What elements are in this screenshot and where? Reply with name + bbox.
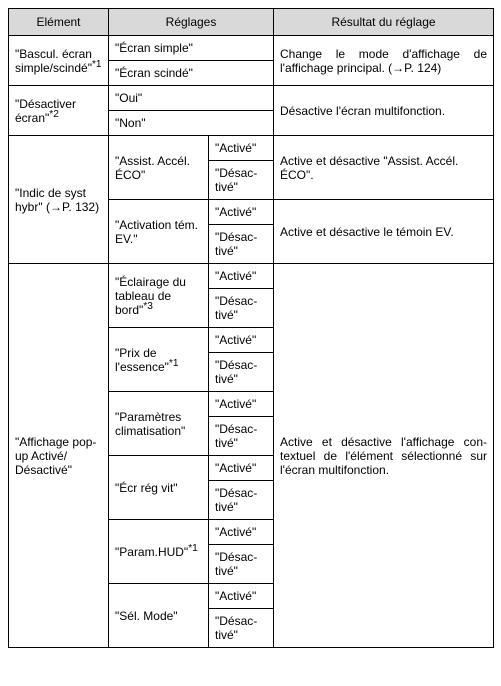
element-text: "Bascul. écran simple/scindé" <box>15 47 92 75</box>
value-cell: "Désac-tivé" <box>209 161 274 200</box>
table-row: "Indic de syst hybr" (→P. 132) "Assist. … <box>9 136 494 161</box>
sub-option-cell: "Éclairage du tableau de bord"*3 <box>109 264 209 328</box>
sub-option-cell: "Assist. Accél. ÉCO" <box>109 136 209 200</box>
result-cell: Change le mode d'affichage de l'affichag… <box>274 36 494 86</box>
value-cell: "Activé" <box>209 520 274 545</box>
footnote-ref: *1 <box>92 59 102 70</box>
arrow-icon: → <box>50 200 62 214</box>
element-text: P. 132) <box>62 200 99 214</box>
option-cell: "Écran simple" <box>109 36 274 61</box>
element-text: "Désactiver écran" <box>15 97 76 125</box>
result-text: Change le mode d'affichage de l'affichag… <box>280 47 487 75</box>
header-reglages: Réglages <box>109 9 274 36</box>
sub-option-cell: "Sél. Mode" <box>109 584 209 648</box>
table-row: "Bascul. écran simple/scindé"*1 "Écran s… <box>9 36 494 61</box>
option-cell: "Écran scindé" <box>109 61 274 86</box>
value-cell: "Activé" <box>209 584 274 609</box>
sub-text: "Param.HUD" <box>115 545 188 559</box>
value-cell: "Désac-tivé" <box>209 353 274 392</box>
value-cell: "Désac-tivé" <box>209 545 274 584</box>
footnote-ref: *1 <box>169 358 179 369</box>
value-cell: "Désac-tivé" <box>209 225 274 264</box>
value-cell: "Activé" <box>209 264 274 289</box>
footnote-ref: *3 <box>143 301 153 312</box>
result-cell: Désactive l'écran multifonction. <box>274 86 494 136</box>
sub-option-cell: "Param.HUD"*1 <box>109 520 209 584</box>
element-cell: "Affichage pop-up Activé/ Désactivé" <box>9 264 109 648</box>
footnote-ref: *1 <box>188 543 198 554</box>
settings-table: Elément Réglages Résultat du réglage "Ba… <box>8 8 494 648</box>
result-cell: Active et désactive l'affichage con-text… <box>274 264 494 648</box>
value-cell: "Activé" <box>209 392 274 417</box>
sub-option-cell: "Paramètres climatisation" <box>109 392 209 456</box>
element-cell: "Désactiver écran"*2 <box>9 86 109 136</box>
value-cell: "Activé" <box>209 456 274 481</box>
table-row: "Affichage pop-up Activé/ Désactivé" "Éc… <box>9 264 494 289</box>
value-cell: "Désac-tivé" <box>209 289 274 328</box>
sub-option-cell: "Prix de l'essence"*1 <box>109 328 209 392</box>
result-text: P. 124) <box>404 61 441 75</box>
element-cell: "Bascul. écran simple/scindé"*1 <box>9 36 109 86</box>
header-resultat: Résultat du réglage <box>274 9 494 36</box>
sub-option-cell: "Écr rég vit" <box>109 456 209 520</box>
value-cell: "Activé" <box>209 328 274 353</box>
header-element: Elément <box>9 9 109 36</box>
element-cell: "Indic de syst hybr" (→P. 132) <box>9 136 109 264</box>
sub-option-cell: "Activation tém. EV." <box>109 200 209 264</box>
option-cell: "Oui" <box>109 86 274 111</box>
value-cell: "Désac-tivé" <box>209 609 274 648</box>
header-row: Elément Réglages Résultat du réglage <box>9 9 494 36</box>
footnote-ref: *2 <box>49 109 59 120</box>
arrow-icon: → <box>392 61 404 75</box>
value-cell: "Activé" <box>209 136 274 161</box>
value-cell: "Désac-tivé" <box>209 481 274 520</box>
result-cell: Active et désactive le témoin EV. <box>274 200 494 264</box>
result-cell: Active et désactive "Assist. Accél. ÉCO"… <box>274 136 494 200</box>
value-cell: "Activé" <box>209 200 274 225</box>
sub-text: "Prix de l'essence" <box>115 346 169 374</box>
option-cell: "Non" <box>109 111 274 136</box>
table-row: "Désactiver écran"*2 "Oui" Désactive l'é… <box>9 86 494 111</box>
value-cell: "Désac-tivé" <box>209 417 274 456</box>
